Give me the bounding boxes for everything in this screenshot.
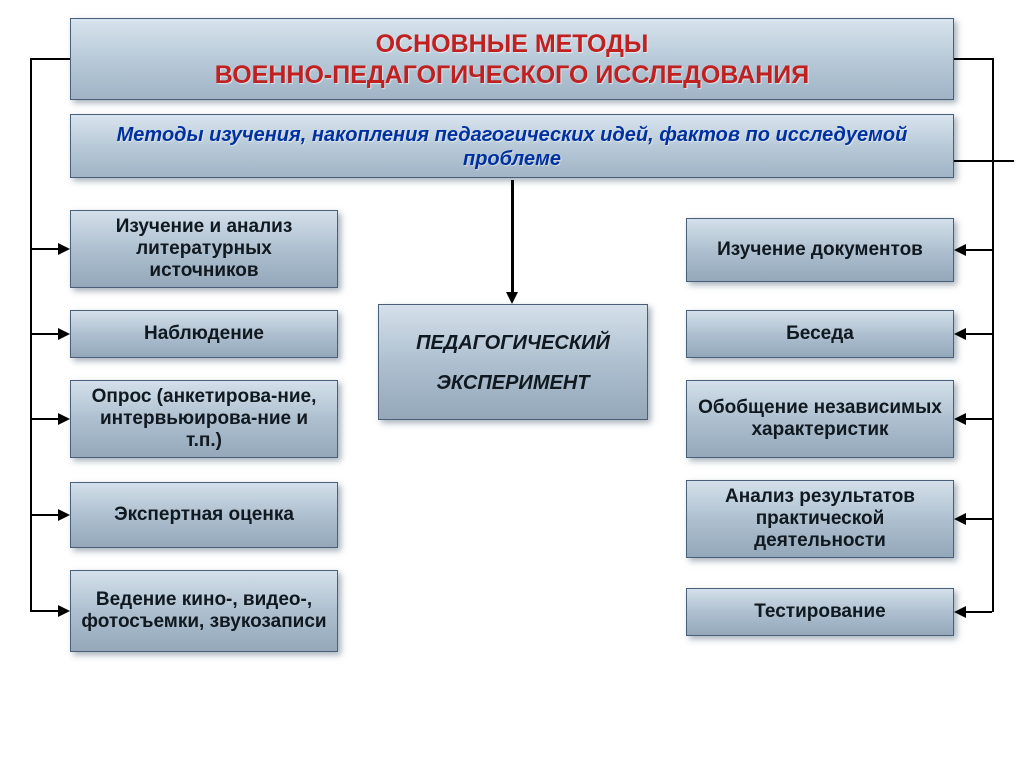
right-connector-arrow	[954, 413, 966, 425]
left-method-label: Ведение кино-, видео-, фотосъемки, звуко…	[81, 589, 327, 633]
left-connector-h	[30, 248, 60, 250]
left-connector-arrow	[58, 328, 70, 340]
right-connector-arrow	[954, 328, 966, 340]
connector-center-arrowhead	[506, 292, 518, 304]
left-connector-h	[30, 514, 60, 516]
main-title-box: ОСНОВНЫЕ МЕТОДЫ ВОЕННО-ПЕДАГОГИЧЕСКОГО И…	[70, 18, 954, 100]
right-method-label: Тестирование	[754, 601, 885, 623]
left-method-label: Опрос (анкетирова-ние, интервьюирова-ние…	[81, 386, 327, 452]
left-bus-top-h	[30, 58, 70, 60]
left-connector-h	[30, 418, 60, 420]
left-connector-arrow	[58, 509, 70, 521]
right-method-label: Анализ результатов практической деятельн…	[697, 486, 943, 552]
right-connector-h	[964, 418, 992, 420]
left-connector-h	[30, 610, 60, 612]
left-method-box: Изучение и анализ литературных источнико…	[70, 210, 338, 288]
right-tick-subtitle	[954, 160, 1014, 162]
left-connector-h	[30, 333, 60, 335]
right-bus-vertical	[992, 58, 994, 612]
subtitle-text: Методы изучения, накопления педагогическ…	[101, 123, 923, 171]
right-method-box: Обобщение независимых характеристик	[686, 380, 954, 458]
right-method-label: Обобщение независимых характеристик	[697, 397, 943, 441]
right-connector-h	[964, 333, 992, 335]
left-method-label: Изучение и анализ литературных источнико…	[81, 216, 327, 282]
left-bus-vertical	[30, 58, 32, 611]
right-connector-h	[964, 249, 992, 251]
left-method-label: Экспертная оценка	[114, 504, 294, 526]
right-connector-h	[964, 611, 992, 613]
subtitle-box: Методы изучения, накопления педагогическ…	[70, 114, 954, 178]
center-line1: ПЕДАГОГИЧЕСКИЙ	[379, 323, 647, 363]
left-connector-arrow	[58, 243, 70, 255]
left-method-box: Опрос (анкетирова-ние, интервьюирова-ние…	[70, 380, 338, 458]
left-method-box: Экспертная оценка	[70, 482, 338, 548]
left-method-box: Наблюдение	[70, 310, 338, 358]
right-method-box: Беседа	[686, 310, 954, 358]
right-connector-arrow	[954, 513, 966, 525]
left-connector-arrow	[58, 605, 70, 617]
right-method-label: Беседа	[786, 323, 854, 345]
left-connector-arrow	[58, 413, 70, 425]
connector-center-vertical	[511, 180, 514, 292]
right-connector-arrow	[954, 244, 966, 256]
left-method-label: Наблюдение	[144, 323, 264, 345]
left-method-box: Ведение кино-, видео-, фотосъемки, звуко…	[70, 570, 338, 652]
right-method-label: Изучение документов	[717, 239, 923, 261]
right-method-box: Анализ результатов практической деятельн…	[686, 480, 954, 558]
right-connector-arrow	[954, 606, 966, 618]
right-bus-top-h	[954, 58, 994, 60]
main-title-line1: ОСНОВНЫЕ МЕТОДЫ	[71, 29, 953, 60]
right-method-box: Тестирование	[686, 588, 954, 636]
main-title-line2: ВОЕННО-ПЕДАГОГИЧЕСКОГО ИССЛЕДОВАНИЯ	[71, 60, 953, 91]
center-box: ПЕДАГОГИЧЕСКИЙ ЭКСПЕРИМЕНТ	[378, 304, 648, 420]
right-method-box: Изучение документов	[686, 218, 954, 282]
center-line2: ЭКСПЕРИМЕНТ	[379, 363, 647, 403]
right-connector-h	[964, 518, 992, 520]
